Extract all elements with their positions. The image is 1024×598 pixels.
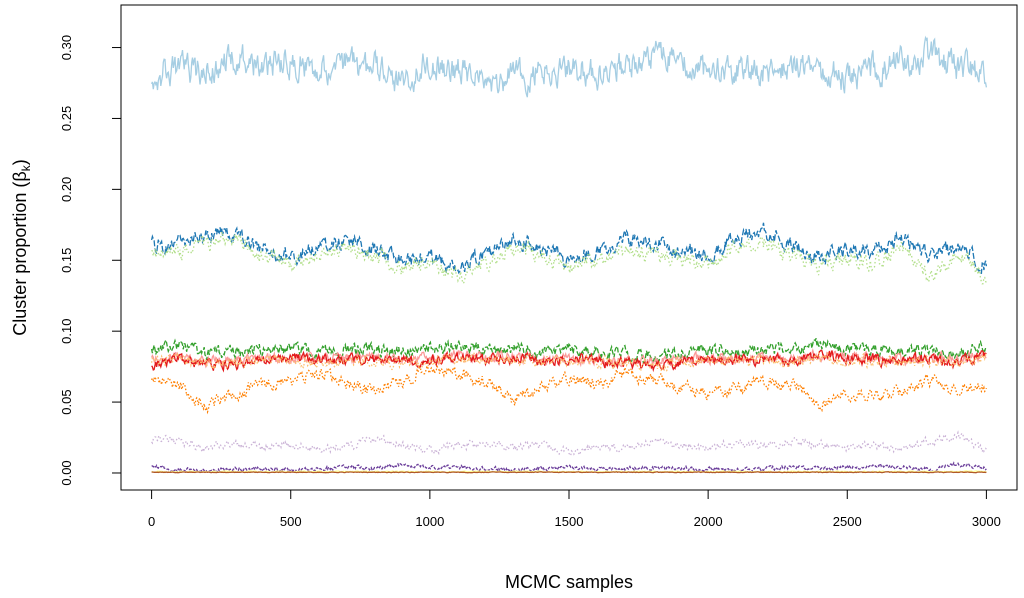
- y-tick-label: 0.30: [59, 35, 74, 60]
- series-line-8: [151, 364, 988, 415]
- y-tick-label: 0.15: [59, 248, 74, 273]
- series-line-1: [150, 35, 988, 98]
- x-tick-label: 0: [148, 514, 155, 529]
- y-tick-label: 0.20: [59, 177, 74, 202]
- series-line-4: [150, 337, 987, 364]
- y-axis-title-close: ): [10, 159, 30, 165]
- x-tick-label: 1000: [415, 514, 444, 529]
- series-layer: [150, 35, 988, 474]
- x-axis: 0 500 1000 1500 2000 2500 3000: [148, 489, 1001, 529]
- x-tick-label: 1500: [555, 514, 584, 529]
- x-tick-label: 2500: [833, 514, 862, 529]
- y-axis-title-subscript: k: [19, 164, 33, 171]
- series-line-7: [150, 350, 987, 373]
- y-axis-title-main: Cluster proportion (β: [10, 171, 30, 335]
- x-tick-label: 2000: [694, 514, 723, 529]
- y-tick-label: 0.00: [59, 460, 74, 485]
- series-line-9: [151, 430, 987, 458]
- y-tick-label: 0.05: [59, 389, 74, 414]
- y-tick-label: 0.25: [59, 106, 74, 131]
- series-line-2: [150, 222, 988, 275]
- x-tick-label: 3000: [972, 514, 1001, 529]
- x-tick-label: 500: [280, 514, 302, 529]
- y-axis: 0.00 0.05 0.10 0.15 0.20 0.25 0.30: [59, 35, 122, 486]
- x-axis-title: MCMC samples: [505, 572, 633, 592]
- series-line-12: [151, 471, 987, 474]
- y-tick-label: 0.10: [59, 319, 74, 344]
- series-line-3: [151, 230, 987, 285]
- y-axis-title: Cluster proportion (βk): [10, 159, 33, 335]
